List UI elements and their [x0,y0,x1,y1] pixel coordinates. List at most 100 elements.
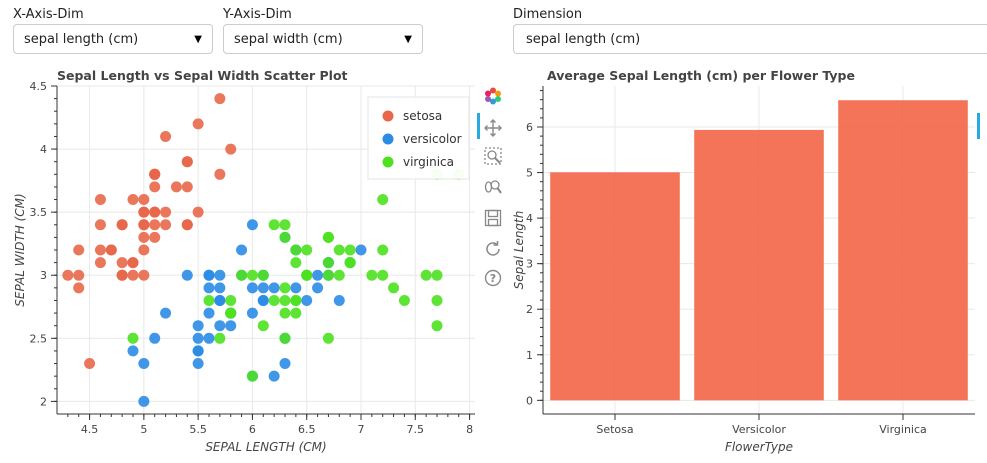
scatter-point-versicolor [138,358,150,370]
bars [550,100,968,401]
scatter-point-versicolor [138,395,150,407]
active-tool-indicator [477,113,480,139]
scatter-plot[interactable]: 4.5 5 5.5 6 6.5 7 7.5 8 2 2.5 3 3.5 4 4.5 SEPAL LENGTH… [0,80,480,460]
plot-toolbar: ? [481,84,505,294]
y-tick-label: 2 [526,303,533,316]
scatter-point-virginica [290,294,302,306]
scatter-point-virginica [279,294,291,306]
scatter-point-virginica [301,269,313,281]
y-axis-title: Sepal Length [512,211,526,290]
x-tick-label: 6 [249,423,256,436]
scatter-point-virginica [431,269,443,281]
scatter-point-setosa [181,219,193,231]
scatter-point-setosa [116,269,128,281]
scatter-point-setosa [73,269,85,281]
box-zoom-tool-icon[interactable] [483,146,503,166]
dimension-label: Dimension [513,7,583,22]
scatter-point-virginica [246,370,258,382]
scatter-point-virginica [377,244,389,256]
y-axis-dim-label: Y-Axis-Dim [223,7,292,22]
scatter-point-virginica [236,269,248,281]
scatter-point-versicolor [268,370,280,382]
y-tick-label: 1 [526,349,533,362]
x-tick-label: 5 [140,423,147,436]
save-tool-icon[interactable] [483,208,503,228]
scatter-point-setosa [170,181,182,193]
y-tick-label: 3 [526,258,533,271]
x-axis-title: FlowerType [725,440,793,454]
scatter-point-versicolor [246,219,258,231]
chevron-down-icon: ▼ [404,33,412,45]
scatter-point-virginica [366,269,378,281]
scatter-point-versicolor [268,282,280,294]
scatter-point-setosa [181,156,193,168]
y-axis-dim-select[interactable]: sepal width (cm) ▼ [223,24,423,54]
scatter-point-versicolor [203,332,215,344]
scatter-point-virginica [333,269,345,281]
scatter-point-versicolor [192,345,204,357]
x-axis-dim-select[interactable]: sepal length (cm) ▼ [13,24,213,54]
pan-tool-icon[interactable] [483,118,503,138]
scatter-point-versicolor [257,294,269,306]
scatter-point-setosa [127,194,139,206]
scatter-point-virginica [333,244,345,256]
help-tool-icon[interactable]: ? [483,268,503,288]
scatter-point-versicolor [181,269,193,281]
y-tick-label: 2 [40,395,47,408]
x-tick-label: Versicolor [732,423,786,436]
scatter-point-setosa [149,206,161,218]
scatter-point-setosa [138,269,150,281]
scatter-point-versicolor [257,282,269,294]
scatter-point-virginica [214,332,226,344]
scatter-point-versicolor [149,332,161,344]
legend-marker-setosa [382,110,394,122]
scatter-point-versicolor [192,320,204,332]
scatter-point-versicolor [203,269,215,281]
y-tick-label: 5 [526,167,533,180]
scatter-point-setosa [160,206,172,218]
scatter-point-setosa [94,257,106,269]
scatter-point-virginica [290,244,302,256]
y-tick-label: 2.5 [30,332,48,345]
scatter-point-versicolor [279,358,291,370]
scatter-point-virginica [257,269,269,281]
scatter-point-setosa [138,194,150,206]
y-tick-label: 4.5 [30,80,48,93]
scatter-point-virginica [268,219,280,231]
bokeh-logo-icon[interactable] [483,86,503,106]
scatter-point-versicolor [160,307,172,319]
scatter-point-virginica [301,244,313,256]
wheel-zoom-tool-icon[interactable] [483,177,503,197]
scatter-point-setosa [214,168,226,180]
scatter-point-virginica [322,269,334,281]
scatter-point-setosa [160,219,172,231]
scatter-point-virginica [279,307,291,319]
chevron-down-icon: ▼ [194,33,202,45]
y-tick-label: 3.5 [30,206,48,219]
scatter-point-setosa [214,93,226,105]
scatter-point-versicolor [225,320,237,332]
bar-chart-title: Average Sepal Length (cm) per Flower Typ… [547,68,855,83]
scatter-point-virginica [268,294,280,306]
reset-tool-icon[interactable] [483,239,503,259]
scatter-point-versicolor [246,282,258,294]
scatter-point-setosa [192,118,204,130]
scatter-point-virginica [290,307,302,319]
legend-label-setosa: setosa [403,109,442,123]
scatter-point-setosa [149,168,161,180]
scatter-point-setosa [127,269,139,281]
y-axis-dim-value: sepal width (cm) [234,31,343,47]
dimension-value: sepal length (cm) [526,31,641,47]
scatter-point-versicolor [203,307,215,319]
x-tick-label: 6.5 [298,423,316,436]
x-tick-label: 7 [358,423,365,436]
scatter-point-virginica [225,307,237,319]
bar-chart[interactable]: 0 1 2 3 4 5 6 Setosa Versicolor Virginica FlowerTy… [500,80,987,460]
right-scroll-indicator [977,113,980,139]
scatter-point-setosa [149,231,161,243]
x-tick-label: 8 [466,423,473,436]
scatter-point-setosa [192,206,204,218]
dimension-select[interactable]: sepal length (cm) [513,24,987,54]
scatter-point-virginica [344,244,356,256]
scatter-point-versicolor [214,294,226,306]
